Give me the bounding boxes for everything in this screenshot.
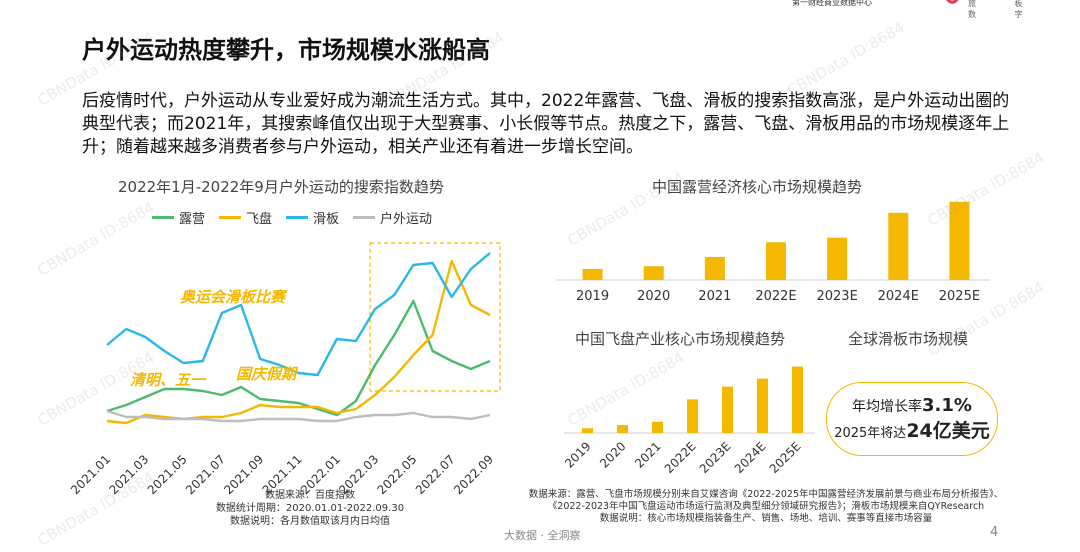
target-label: 2025年将达 (834, 426, 907, 441)
target-value: 24亿美元 (906, 420, 990, 442)
footer-source: 大数据 · 全洞察 (504, 529, 581, 542)
bar-chart-1-label: 2025E (939, 289, 980, 304)
skateboard-cagr-badge: 年均增长率3.1% 2025年将达24亿美元 (826, 382, 998, 456)
bar-chart-1-label: 2019 (576, 289, 609, 304)
legend-label-skateboard: 滑板 (313, 212, 340, 227)
line-note-source: 数据来源：百度指数 (265, 490, 355, 501)
brand-subtitle: 第一财经商业数据中心 (792, 0, 872, 7)
legend-swatch-outdoor (353, 216, 376, 219)
bar-chart-2-label: 2019 (562, 439, 593, 470)
bar-chart-2-bar (617, 425, 628, 433)
bar-chart-2-bar (652, 421, 663, 433)
brand-words: 旅 板 数 字 (968, 0, 1041, 19)
page-title: 户外运动热度攀升，市场规模水涨船高 (82, 36, 490, 64)
annotation-label: 奥运会滑板比赛 (180, 288, 288, 306)
bar-chart-2-label: 2022E (662, 439, 699, 476)
legend-swatch-frisbee (219, 216, 242, 219)
bar-chart-1-label: 2021 (698, 289, 731, 304)
bar-chart-1-bar (827, 237, 848, 280)
x-tick-label: 2021.01 (68, 452, 113, 497)
bar-chart-1-label: 2020 (637, 289, 670, 304)
right-note-3: 数据说明：核心市场规模指装备生产、销售、场地、培训、赛事等直接市场容量 (599, 513, 933, 524)
bar-chart-1-bar (704, 257, 725, 280)
annotation-label: 清明、五一 (130, 371, 207, 389)
legend-swatch-skateboard (286, 216, 309, 219)
bar-chart-2-label: 2025E (767, 439, 804, 476)
line-note-period: 数据统计周期：2020.01.01-2022.09.30 (215, 503, 405, 514)
bar-chart-2-bar (722, 386, 733, 433)
series-camping-line (106, 299, 491, 417)
frisbee-chart-title: 中国飞盘产业核心市场规模趋势 (575, 330, 786, 348)
series-skateboard-line (106, 252, 491, 377)
page-number: 4 (990, 525, 999, 540)
bar-chart-1-bar (766, 242, 786, 280)
cagr-value: 3.1% (922, 395, 972, 416)
bar-chart-1-bar (643, 266, 664, 280)
line-note-desc: 数据说明：各月数值取该月内日均值 (230, 516, 390, 527)
bar-chart-1-label: 2023E (816, 289, 857, 304)
bar-chart-2-bar (687, 399, 698, 433)
legend-label-camping: 露营 (179, 212, 206, 227)
bar-chart-2-label: 2020 (597, 439, 628, 470)
highlight-box (369, 242, 501, 392)
bar-chart-2-bar (582, 428, 593, 433)
legend-item-frisbee: 飞盘 (219, 208, 272, 227)
skateboard-chart-title: 全球滑板市场规模 (848, 330, 969, 348)
bar-chart-1-bar (582, 268, 603, 280)
cagr-line: 年均增长率3.1% (827, 395, 997, 416)
cagr-label: 年均增长率 (852, 399, 923, 415)
x-tick-label: 2021.03 (106, 452, 151, 497)
legend-item-camping: 露营 (152, 208, 205, 227)
series-frisbee-line (106, 259, 491, 425)
line-chart-legend: 露营 飞盘 滑板 户外运动 (152, 208, 432, 227)
legend-item-skateboard: 滑板 (286, 208, 339, 227)
bar-chart-2-label: 2023E (697, 439, 734, 476)
intro-paragraph: 后疫情时代，户外运动从专业爱好成为潮流生活方式。其中，2022年露营、飞盘、滑板… (82, 91, 1010, 157)
bar-chart-2-label: 2024E (732, 439, 769, 476)
x-tick-label: 2021.05 (145, 452, 190, 497)
series-outdoor-line (106, 409, 491, 423)
bar-chart-2-bar (757, 378, 768, 433)
brand-logo-icon (946, 0, 959, 4)
bar-chart-1-label: 2024E (878, 289, 919, 304)
line-chart-notes: 数据来源：百度指数 数据统计周期：2020.01.01-2022.09.30 数… (190, 489, 430, 528)
bar-chart-2-bar (792, 366, 803, 433)
bar-chart-1-bar (888, 212, 909, 280)
annotation-label: 国庆假期 (236, 365, 299, 383)
top-bar: 第一财经商业数据中心 旅 板 数 字 (0, 0, 1080, 19)
legend-swatch-camping (152, 216, 174, 219)
legend-label-outdoor: 户外运动 (380, 212, 433, 227)
bar-chart-1-label: 2022E (755, 289, 796, 304)
bar-chart-2-label: 2021 (632, 439, 663, 470)
bar-chart-notes: 数据来源：露营、飞盘市场规模分别来自艾媒咨询《2022-2025年中国露营经济发… (506, 489, 1026, 525)
target-line: 2025年将达24亿美元 (827, 416, 997, 443)
legend-item-outdoor: 户外运动 (353, 208, 432, 227)
camping-chart-title: 中国露营经济核心市场规模趋势 (652, 178, 863, 196)
legend-label-frisbee: 飞盘 (246, 212, 273, 227)
line-chart-title: 2022年1月-2022年9月户外运动的搜索指数趋势 (118, 178, 444, 196)
right-note-2: 《2022-2023年中国飞盘运动市场运行监测及典型细分领域研究报告》；滑板市场… (547, 501, 985, 512)
right-note-1: 数据来源：露营、飞盘市场规模分别来自艾媒咨询《2022-2025年中国露营经济发… (528, 489, 1004, 500)
x-tick-label: 2022.09 (451, 452, 496, 497)
bar-chart-1-bar (949, 201, 970, 280)
